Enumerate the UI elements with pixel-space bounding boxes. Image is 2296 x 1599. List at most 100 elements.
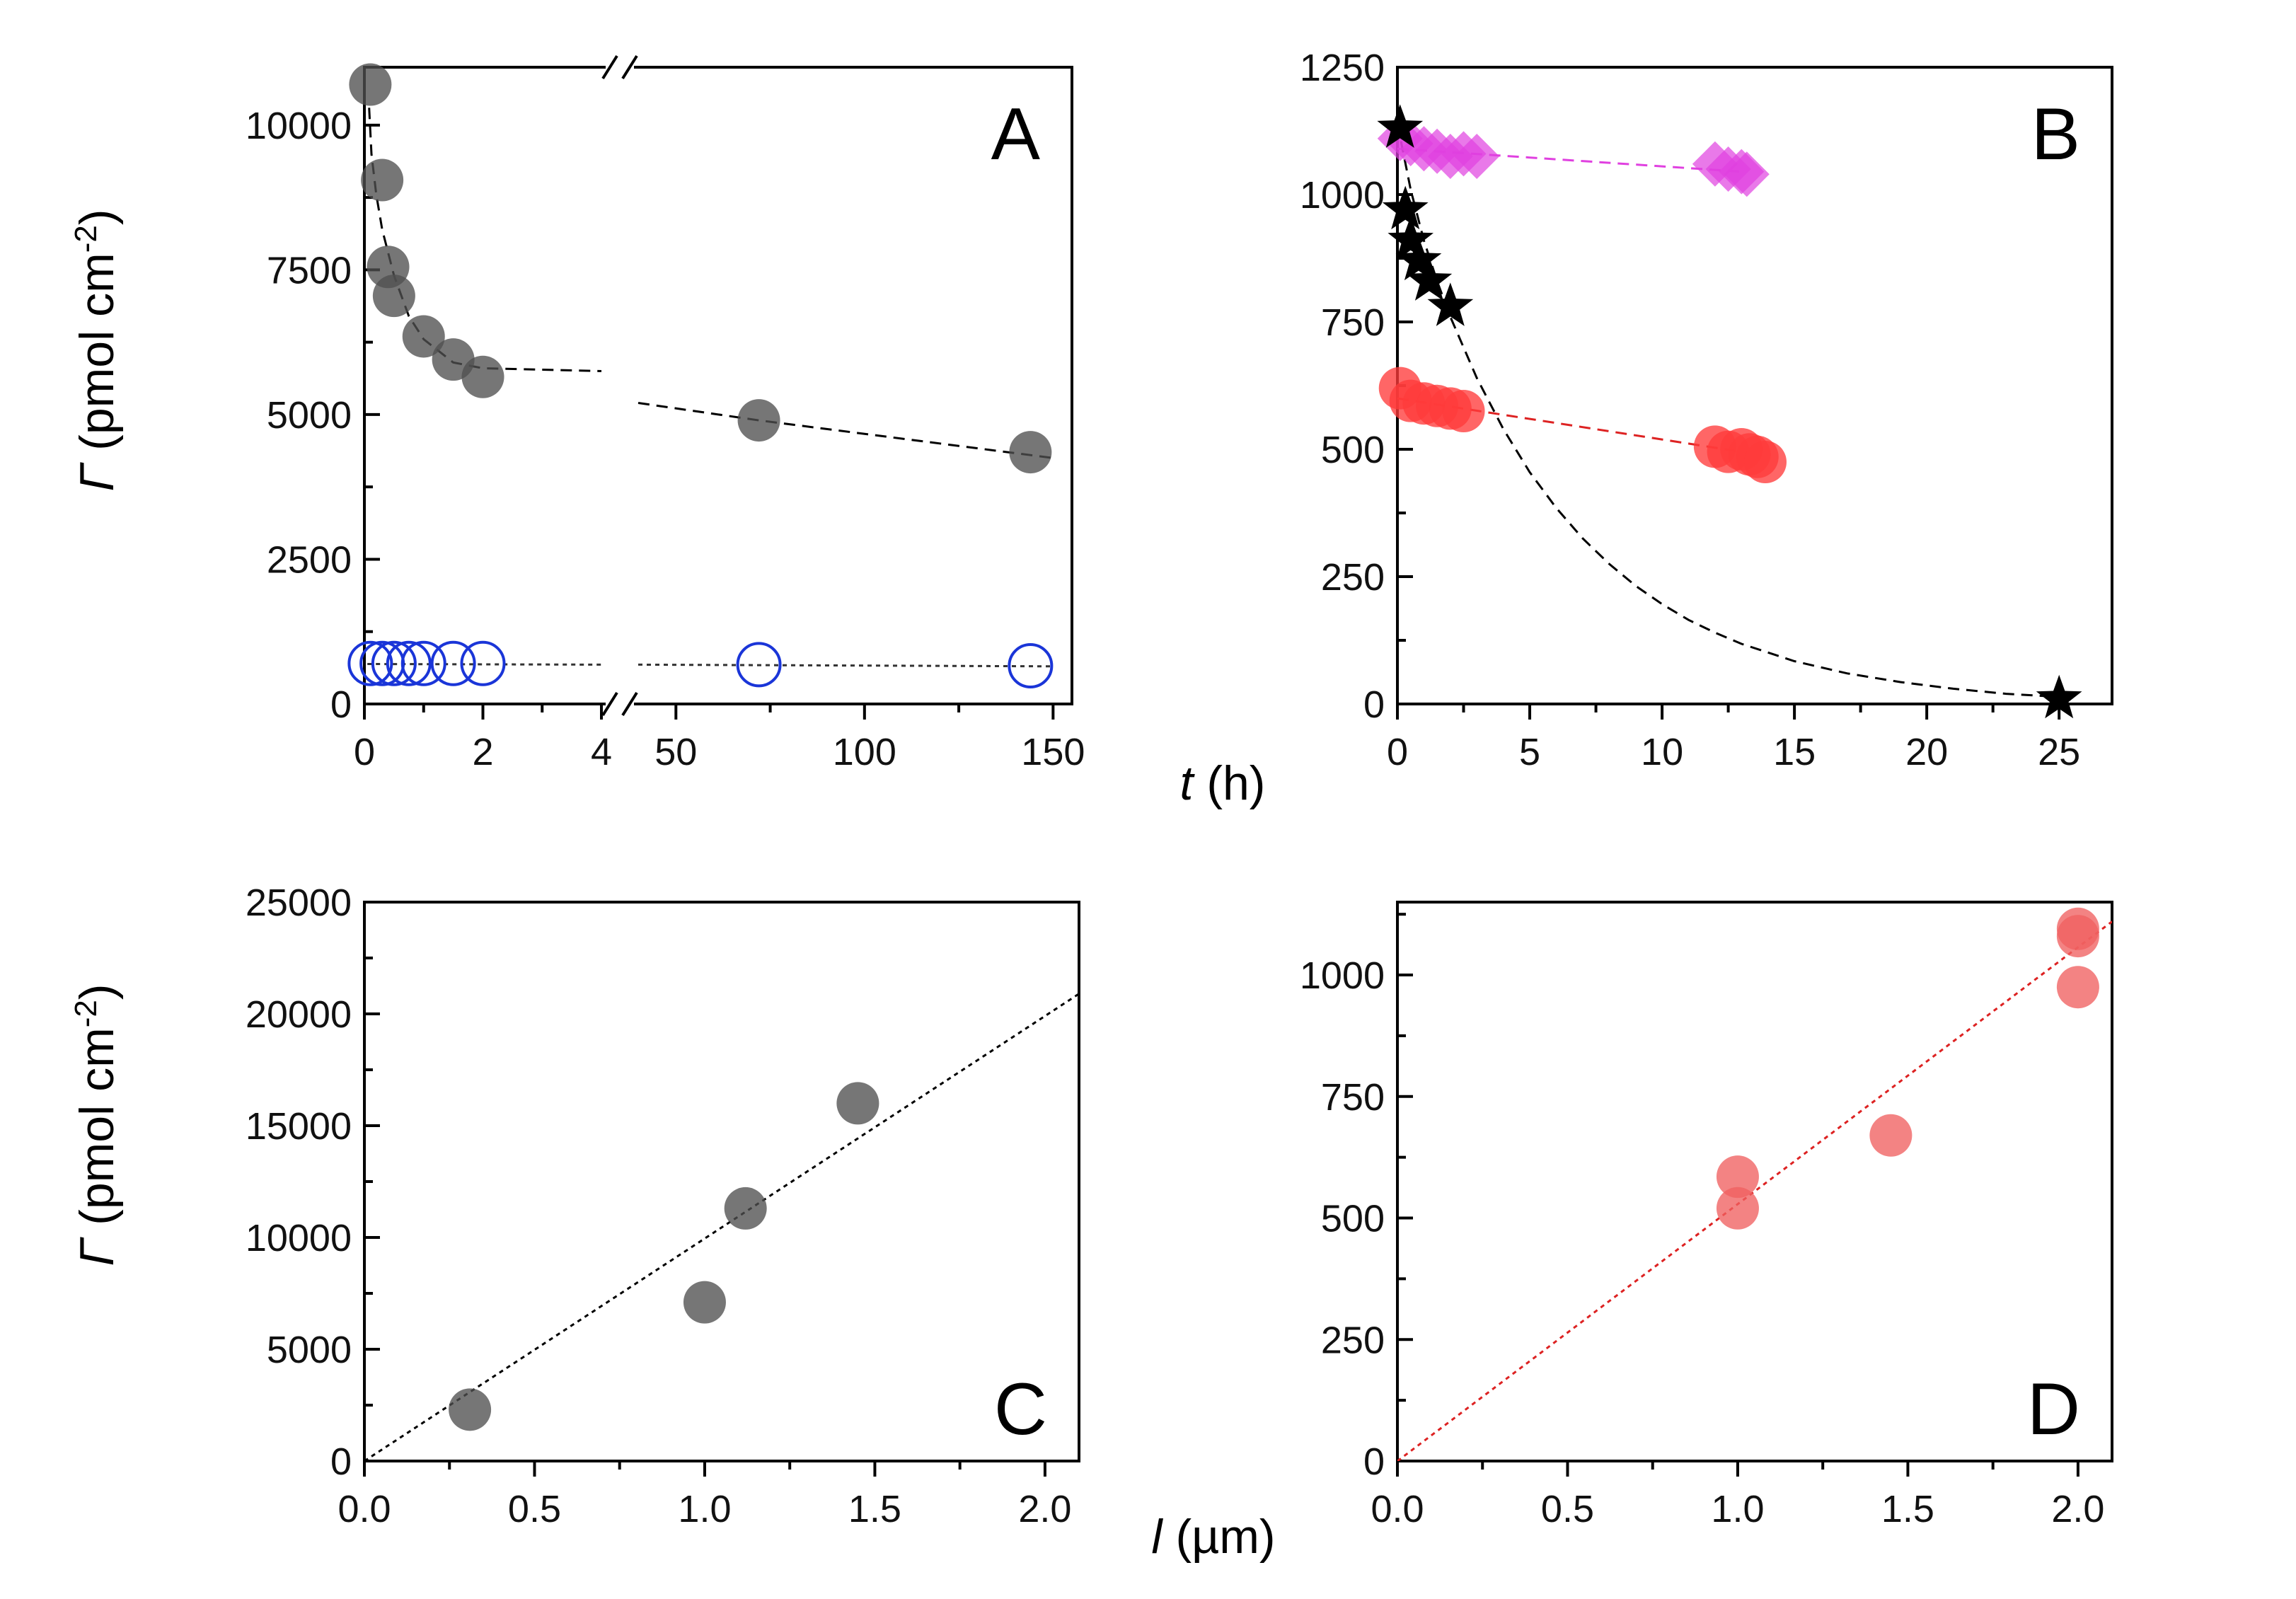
panel-d: 0 250 500 750 1000 0.0 0.5 1.0 1.5 2.0 D	[1300, 901, 2113, 1530]
y-tick-label: 1250	[1300, 47, 1385, 89]
data-point-black-stars	[1406, 257, 1453, 301]
x-tick-label: 2.0	[2051, 1488, 2104, 1530]
fit-line	[1397, 122, 2060, 698]
x-tick-label: 5	[1519, 731, 1540, 773]
y-tick-label: 15000	[246, 1105, 352, 1148]
data-point-open-blue	[347, 640, 393, 686]
panel-b: 0 250 500 750 1000 1250 0 5 10 15 20 25 B	[1300, 47, 2113, 773]
axis-break-mark	[621, 54, 638, 80]
panel-letter: A	[991, 93, 1041, 175]
data-point-open-blue	[736, 642, 782, 688]
data-point-red-circles	[1442, 390, 1485, 432]
y-tick-label: 750	[1321, 301, 1385, 344]
data-point-red-circles	[2056, 907, 2099, 950]
y-tick-label: 250	[1321, 1319, 1385, 1361]
x-tick-label: 0.0	[1371, 1488, 1424, 1530]
y-tick-label: 25000	[246, 882, 352, 924]
panel-letter: B	[2031, 93, 2080, 175]
data-point-red-circles	[2056, 966, 2099, 1009]
x-tick-label: 2	[472, 731, 493, 773]
data-point-black-stars	[1388, 216, 1433, 260]
x-tick-label: 4	[591, 731, 612, 773]
data-point-red-circles	[1716, 1187, 1759, 1230]
x-tick-label: 1.5	[848, 1488, 901, 1530]
y-tick-label: 2500	[267, 538, 352, 581]
x-tick-label: 0.5	[508, 1488, 561, 1530]
x-tick-label: 10	[1641, 731, 1683, 773]
data-point-filled-grey	[724, 1187, 767, 1230]
y-tick-label: 20000	[246, 993, 352, 1036]
y-tick-label: 1000	[1300, 174, 1385, 217]
x-tick-label: 0.5	[1541, 1488, 1594, 1530]
y-axis-title-top: Γ (pmol cm-2)	[69, 209, 124, 491]
data-point-open-blue	[1008, 643, 1054, 688]
x-tick-label: 50	[654, 731, 697, 773]
data-point-filled-grey	[836, 1082, 879, 1125]
y-tick-label: 500	[1321, 1198, 1385, 1240]
y-tick-label: 250	[1321, 556, 1385, 599]
data-point-open-blue	[430, 640, 476, 686]
x-tick-label: 15	[1773, 731, 1816, 773]
y-tick-label: 1000	[1300, 954, 1385, 997]
x-tick-label: 1.0	[678, 1488, 731, 1530]
data-point-filled-grey	[372, 275, 415, 318]
data-point-filled-grey	[461, 355, 504, 398]
plot-frame	[363, 66, 1073, 705]
data-point-black-stars	[1382, 185, 1429, 230]
data-point-black-stars	[2036, 674, 2082, 719]
panel-letter: C	[994, 1368, 1047, 1450]
data-point-red-circles	[1869, 1114, 1913, 1157]
panel-c: 0 5000 10000 15000 20000 25000 0.0 0.5 1.0 1.5 2.0…	[246, 882, 1080, 1530]
y-tick-label: 0	[1363, 1441, 1385, 1483]
y-tick-label: 10000	[246, 105, 352, 147]
fit-line	[364, 993, 1079, 1461]
y-tick-label: 0	[330, 683, 352, 726]
x-tick-label: 100	[833, 731, 896, 773]
data-points	[347, 63, 1054, 688]
plot-frame	[363, 901, 1080, 1462]
fit-lines	[1397, 122, 2060, 698]
data-point-magenta-diamonds	[1724, 151, 1770, 197]
data-point-open-blue	[400, 640, 446, 686]
data-point-open-blue	[460, 640, 506, 686]
data-point-black-stars	[1427, 282, 1474, 326]
y-tick-label: 0	[330, 1441, 352, 1483]
x-tick-label: 150	[1021, 731, 1085, 773]
x-tick-label: 2.0	[1018, 1488, 1071, 1530]
x-tick-label: 0	[1387, 731, 1408, 773]
panel-letter: D	[2027, 1368, 2080, 1450]
data-point-filled-grey	[1009, 431, 1052, 474]
x-tick-label: 0	[354, 731, 375, 773]
y-tick-label: 750	[1321, 1076, 1385, 1119]
y-tick-label: 0	[1363, 683, 1385, 726]
x-tick-label: 25	[2038, 731, 2080, 773]
data-point-filled-grey	[349, 63, 392, 106]
data-points	[1716, 907, 2099, 1230]
data-point-filled-grey	[402, 315, 445, 358]
x-axis-title-time: t (h)	[1180, 756, 1266, 810]
fit-lines	[364, 993, 1079, 1461]
data-point-red-circles	[1743, 441, 1787, 483]
fit-line	[638, 402, 1054, 459]
data-point-red-circles	[1716, 1155, 1759, 1199]
y-tick-label: 7500	[267, 249, 352, 291]
plot-frame	[1396, 901, 2113, 1462]
panel-a: 0 2500 5000 7500 10000 0 2 4 50 100 150 A	[246, 54, 1085, 773]
data-point-open-blue	[386, 640, 432, 686]
y-tick-label: 5000	[267, 1329, 352, 1371]
x-tick-label: 20	[1905, 731, 1948, 773]
x-axis-title-thickness: l (µm)	[1151, 1510, 1275, 1564]
data-point-magenta-diamonds	[1454, 134, 1500, 179]
fit-line	[638, 663, 1054, 668]
data-point-filled-grey	[683, 1281, 726, 1324]
axis-break-mark	[601, 691, 618, 717]
data-point-filled-grey	[361, 158, 404, 202]
data-point-filled-grey	[449, 1388, 492, 1431]
data-point-filled-grey	[737, 399, 780, 442]
data-points	[1377, 104, 2082, 719]
data-point-black-stars	[1395, 236, 1442, 281]
fit-line	[1397, 920, 2112, 1461]
data-point-black-stars	[1377, 104, 1424, 148]
axis-break-mark	[601, 54, 618, 80]
